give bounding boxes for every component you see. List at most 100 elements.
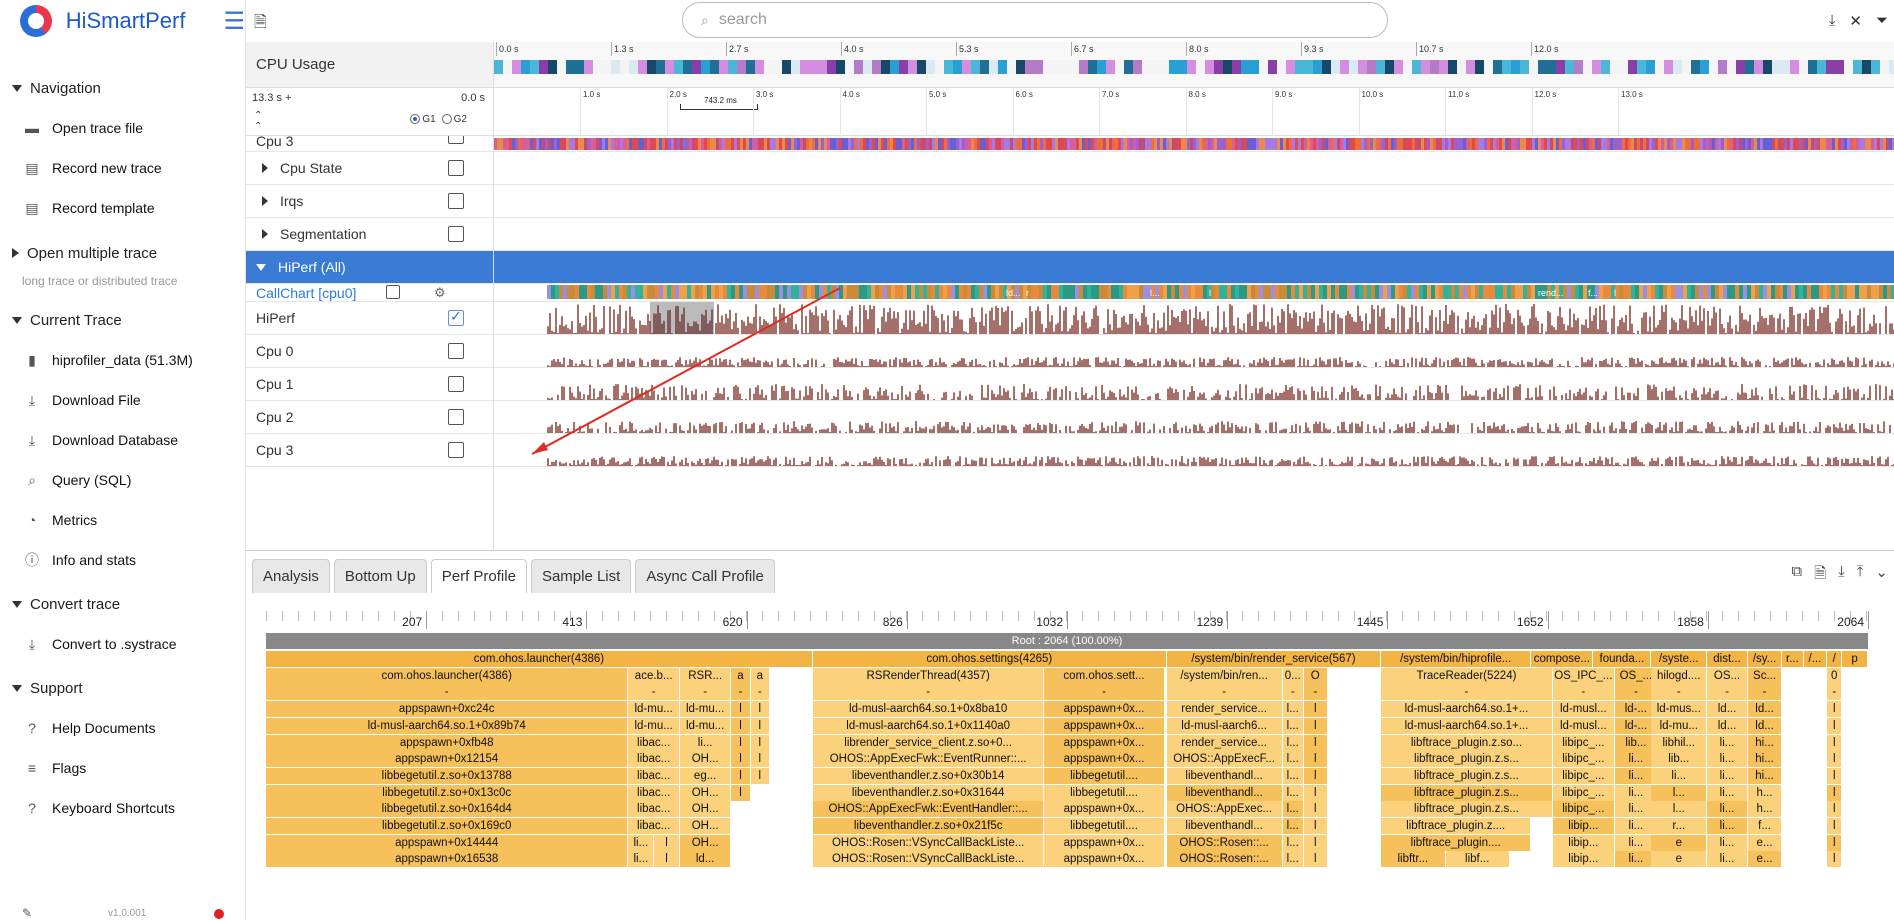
flame-frame[interactable]: e bbox=[1651, 851, 1708, 868]
flame-frame[interactable]: libipc_... bbox=[1552, 784, 1615, 801]
flame-frame[interactable]: li... bbox=[628, 851, 655, 868]
flame-frame[interactable]: libip... bbox=[1552, 851, 1615, 868]
flame-frame[interactable]: libbegetutil.... bbox=[1044, 767, 1165, 784]
flame-frame[interactable]: libbegetutil.... bbox=[1044, 818, 1165, 834]
flame-frame[interactable]: l bbox=[731, 734, 751, 751]
flame-frame[interactable]: Sc... bbox=[1747, 667, 1783, 684]
flame-frame[interactable]: - bbox=[1282, 684, 1304, 701]
flame-frame[interactable]: OS_IPC_... bbox=[1552, 667, 1615, 684]
flame-frame[interactable]: libhil... bbox=[1651, 734, 1708, 751]
chevron-down-icon[interactable] bbox=[256, 263, 266, 271]
flame-frame[interactable]: l bbox=[1303, 701, 1328, 718]
flame-frame[interactable]: li... bbox=[1707, 784, 1748, 801]
flame-frame[interactable]: l bbox=[731, 717, 751, 734]
flame-frame[interactable]: libac... bbox=[628, 784, 680, 801]
gear-icon[interactable]: ⚙ bbox=[434, 285, 446, 300]
flame-frame[interactable]: - bbox=[1044, 684, 1165, 701]
flame-frame[interactable]: libac... bbox=[628, 801, 680, 818]
flame-frame[interactable]: l... bbox=[1282, 834, 1304, 851]
flame-frame[interactable]: appspawn+0xfb48 bbox=[266, 734, 629, 751]
row-checkbox[interactable] bbox=[448, 136, 464, 144]
cpu2-track[interactable] bbox=[494, 401, 1894, 434]
flame-frame[interactable]: libip... bbox=[1552, 834, 1615, 851]
flame-frame[interactable]: l bbox=[731, 701, 751, 718]
flame-frame[interactable]: libbegetutil.z.so+0x169c0 bbox=[266, 818, 629, 834]
flame-frame[interactable]: l bbox=[750, 717, 770, 734]
flame-frame[interactable]: li... bbox=[1707, 767, 1748, 784]
g1-radio[interactable]: G1 bbox=[410, 114, 436, 125]
flame-frame[interactable]: h... bbox=[1747, 801, 1783, 818]
pin-icon[interactable]: ✎ bbox=[22, 906, 33, 920]
flame-frame[interactable]: appspawn+0x... bbox=[1044, 851, 1165, 868]
flame-frame[interactable]: l bbox=[1827, 834, 1843, 851]
flame-frame[interactable]: l bbox=[750, 734, 770, 751]
flame-frame[interactable]: ld... bbox=[1707, 701, 1748, 718]
flame-frame[interactable]: l bbox=[1303, 717, 1328, 734]
flame-frame[interactable]: ld-... bbox=[1614, 717, 1658, 734]
flame-frame[interactable]: /system/bin/ren... bbox=[1166, 667, 1283, 684]
flame-frame[interactable]: l bbox=[1827, 717, 1843, 734]
flame-frame[interactable]: p bbox=[1842, 651, 1868, 667]
flame-frame[interactable]: l bbox=[654, 834, 680, 851]
flame-frame[interactable]: libac... bbox=[628, 751, 680, 768]
flame-frame[interactable]: O bbox=[1303, 667, 1328, 684]
flame-frame[interactable]: render_service... bbox=[1166, 734, 1283, 751]
flame-frame[interactable]: l bbox=[1827, 784, 1843, 801]
flame-frame[interactable]: com.ohos.launcher(4386) bbox=[266, 667, 629, 684]
cpu3-sample-track[interactable] bbox=[494, 434, 1894, 467]
flame-frame[interactable]: /system/bin/hiprofile... bbox=[1381, 651, 1532, 667]
flame-frame[interactable]: li... bbox=[1707, 834, 1748, 851]
flame-frame[interactable]: ld-musl-aarch64.so.1+... bbox=[1381, 717, 1553, 734]
row-cpu2[interactable]: Cpu 2 bbox=[246, 401, 493, 434]
flame-frame[interactable]: com.ohos.launcher(4386) bbox=[266, 651, 813, 667]
row-checkbox[interactable] bbox=[448, 409, 464, 425]
flame-frame[interactable]: l bbox=[654, 851, 680, 868]
flame-frame[interactable]: - bbox=[679, 684, 732, 701]
flame-frame[interactable]: f... bbox=[1747, 818, 1783, 834]
flame-frame[interactable]: 0... bbox=[1282, 667, 1304, 684]
row-checkbox[interactable] bbox=[448, 193, 464, 209]
flame-frame[interactable]: li... bbox=[1707, 818, 1748, 834]
flame-frame[interactable]: OHOS::Rosen::... bbox=[1166, 834, 1283, 851]
flame-frame[interactable]: l bbox=[750, 701, 770, 718]
flame-frame[interactable]: l bbox=[1827, 734, 1843, 751]
collapse-chevron-icon[interactable]: ⌃ ⌃ bbox=[254, 110, 263, 132]
expand-icon[interactable] bbox=[262, 163, 268, 173]
flame-frame[interactable]: libac... bbox=[628, 767, 680, 784]
section-navigation[interactable]: Navigation bbox=[0, 68, 245, 108]
flame-frame[interactable]: a bbox=[750, 667, 770, 684]
selection-overlay[interactable] bbox=[650, 302, 714, 335]
section-open-multiple-trace[interactable]: Open multiple trace bbox=[0, 236, 245, 270]
flame-frame[interactable]: li... bbox=[1614, 818, 1658, 834]
flame-frame[interactable]: ld-musl... bbox=[1552, 717, 1615, 734]
menu-download-database[interactable]: ⤓ Download Database bbox=[0, 420, 245, 460]
callchart-track[interactable]: ld... r l... l rend... f... l bbox=[494, 284, 1894, 302]
flame-frame[interactable]: ld-mu... bbox=[628, 717, 680, 734]
flame-frame[interactable]: l bbox=[1303, 818, 1328, 834]
flame-frame[interactable]: li... bbox=[1614, 801, 1658, 818]
flame-frame[interactable]: com.ohos.sett... bbox=[1044, 667, 1165, 684]
flame-frame[interactable]: libip... bbox=[1552, 818, 1615, 834]
flame-frame[interactable]: ld... bbox=[679, 851, 732, 868]
flame-frame[interactable]: l... bbox=[1282, 851, 1304, 868]
flame-frame[interactable]: li... bbox=[1707, 751, 1748, 768]
flame-frame[interactable]: appspawn+0x... bbox=[1044, 801, 1165, 818]
menu-keyboard-shortcuts[interactable]: ? Keyboard Shortcuts bbox=[0, 788, 245, 828]
flame-frame[interactable]: l bbox=[1827, 818, 1843, 834]
cpu0-track[interactable] bbox=[494, 335, 1894, 368]
g2-radio[interactable]: G2 bbox=[441, 114, 467, 125]
flame-frame[interactable]: l... bbox=[1282, 818, 1304, 834]
tab-analysis[interactable]: Analysis bbox=[252, 559, 330, 593]
flame-frame[interactable]: - bbox=[266, 684, 629, 701]
flame-frame[interactable]: - bbox=[731, 684, 751, 701]
flame-frame[interactable]: libipc_... bbox=[1552, 734, 1615, 751]
flame-frame[interactable]: libeventhandler.z.so+0x21f5c bbox=[812, 818, 1045, 834]
flame-frame[interactable]: libeventhandler.z.so+0x30b14 bbox=[812, 767, 1045, 784]
flame-frame[interactable]: / bbox=[1827, 651, 1843, 667]
flame-frame[interactable]: appspawn+0xc24c bbox=[266, 701, 629, 718]
flame-frame[interactable]: appspawn+0x... bbox=[1044, 701, 1165, 718]
flame-frame[interactable]: libeventhandler.z.so+0x31644 bbox=[812, 784, 1045, 801]
flame-frame[interactable]: libipc_... bbox=[1552, 801, 1615, 818]
row-checkbox[interactable] bbox=[448, 442, 464, 458]
